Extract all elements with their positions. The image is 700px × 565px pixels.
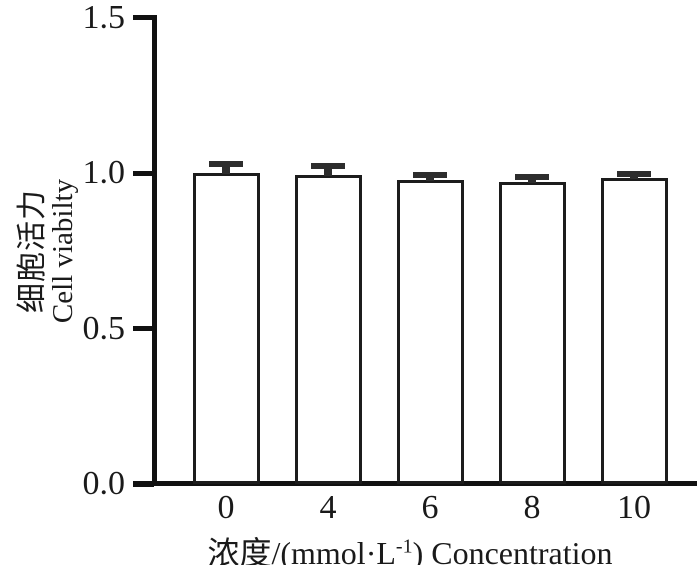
y-axis-tick [133, 15, 154, 20]
x-axis-title: 浓度/(mmol·L-1) Concentration [207, 528, 612, 565]
y-tick-label: 0.5 [82, 309, 126, 347]
x-axis-title-superscript: -1 [395, 535, 413, 558]
y-axis-title-chinese: 细胞活力 [15, 189, 49, 313]
bar-10 [600, 177, 668, 484]
y-axis-title: 细胞活力 Cell viabilty [15, 178, 79, 324]
y-axis-tick [133, 170, 154, 176]
y-tick-label: 1.0 [82, 154, 126, 191]
y-axis-line [152, 15, 157, 486]
y-tick-label: 1.5 [82, 0, 126, 36]
bar-8 [498, 182, 566, 484]
x-axis-title-suffix: ) Concentration [412, 535, 613, 565]
error-bar-cap [311, 163, 345, 170]
error-bar-cap [413, 172, 447, 179]
x-tick-label: 10 [617, 489, 651, 526]
bar-6 [396, 180, 464, 484]
x-tick-label: 8 [523, 489, 541, 526]
error-bar-cap [209, 160, 243, 167]
y-tick-label: 0.0 [82, 465, 126, 502]
y-axis-tick [133, 481, 154, 487]
error-bar-cap [617, 170, 651, 177]
error-bar-stem [324, 166, 332, 176]
y-axis-title-english: Cell viabilty [46, 178, 79, 324]
bar-0 [192, 173, 260, 484]
y-axis-tick [133, 326, 154, 331]
x-axis-title-prefix: 浓度/(mmol·L [207, 535, 396, 565]
error-bar-cap [515, 174, 549, 181]
x-tick-label: 4 [319, 489, 337, 526]
x-tick-label: 0 [217, 489, 235, 526]
bar-4 [294, 174, 362, 484]
x-tick-label: 6 [421, 489, 439, 526]
error-bar-stem [222, 163, 230, 174]
